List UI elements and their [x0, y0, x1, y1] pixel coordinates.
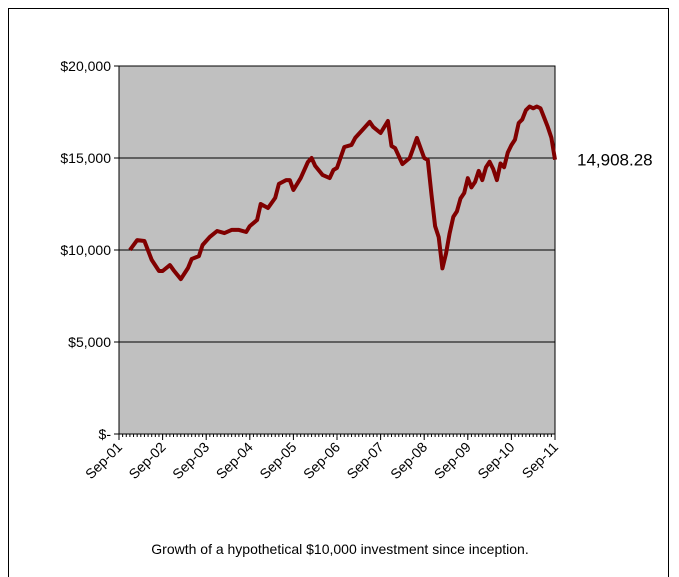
- x-tick-label: Sep-02: [125, 439, 168, 482]
- x-tick-label: Sep-01: [82, 439, 125, 482]
- x-tick-label: Sep-03: [169, 439, 212, 482]
- chart-border: [8, 8, 669, 577]
- series-line: [128, 104, 557, 282]
- x-tick-label: Sep-07: [343, 439, 386, 482]
- x-tick-label: Sep-06: [300, 439, 343, 482]
- x-tick-label: Sep-10: [474, 439, 517, 482]
- caption: Growth of a hypothetical $10,000 investm…: [151, 541, 528, 557]
- x-tick-label: Sep-09: [431, 439, 474, 482]
- y-tick-label: $10,000: [60, 242, 111, 258]
- value-label: 14,908.28: [577, 151, 653, 170]
- x-tick-label: Sep-05: [256, 439, 299, 482]
- y-tick-label: $5,000: [68, 334, 111, 350]
- y-tick-label: $20,000: [60, 58, 111, 74]
- y-tick-label: $-: [99, 426, 112, 442]
- x-tick-label: Sep-08: [387, 439, 430, 482]
- x-tick-label: Sep-04: [213, 439, 256, 482]
- x-tick-label: Sep-11: [519, 439, 562, 482]
- y-tick-label: $15,000: [60, 150, 111, 166]
